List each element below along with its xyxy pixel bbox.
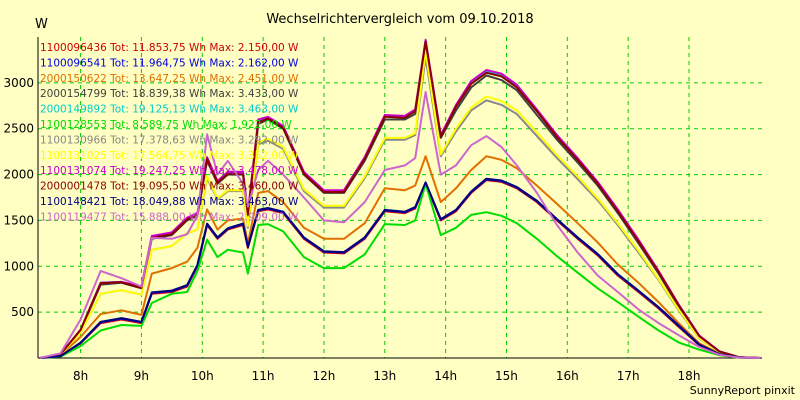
grid [38,37,762,358]
x-tick-label: 17h [617,369,640,383]
x-tick-label: 15h [495,369,518,383]
legend-entry-1: 1100096541 Tot: 11.964,75 Wh Max: 2.162,… [40,57,299,69]
legend-entry-10: 1100148421 Tot: 18.049,88 Wh Max: 3.463,… [40,196,299,208]
series-line-9 [39,40,761,359]
footer-credit: SunnyReport pinxit [690,384,796,397]
series-line-2 [39,155,761,359]
x-tick-label: 10h [191,369,214,383]
x-tick-label: 8h [73,369,88,383]
x-tick-label: 12h [313,369,336,383]
x-tick-label: 13h [373,369,396,383]
legend-entry-3: 2000154799 Tot: 18.839,38 Wh Max: 3.433,… [40,88,299,100]
legend-entry-5: 1100128553 Tot: 8.589,75 Wh Max: 1.922,0… [40,119,292,131]
legend-entry-8: 1100131074 Tot: 19.247,25 Wh Max: 3.478,… [40,165,299,177]
y-tick-label: 2500 [3,122,34,136]
x-tick-label: 11h [252,369,275,383]
series-line-7 [39,49,761,359]
series-line-5 [39,182,761,359]
legend: 1100096436 Tot: 11.853,75 Wh Max: 2.150,… [40,42,299,223]
x-tick-label: 14h [434,369,457,383]
y-tick-label: 1000 [3,259,34,273]
y-axis-unit: W [35,17,48,32]
legend-entry-4: 2000149892 Tot: 19.125,13 Wh Max: 3.463,… [40,104,299,116]
y-tick-label: 500 [11,305,34,319]
legend-entry-2: 2000150622 Tot: 13.647,25 Wh Max: 2.451,… [40,73,299,85]
series-line-11 [39,91,761,359]
series-line-10 [39,177,761,359]
y-tick-label: 3000 [3,76,34,90]
x-tick-label: 18h [678,369,701,383]
legend-entry-11: 1100119477 Tot: 15.888,00 Wh Max: 2.909,… [40,211,299,223]
legend-entry-6: 1100130966 Tot: 17.378,63 Wh Max: 3.292,… [40,134,299,146]
x-tick-label: 9h [134,369,149,383]
legend-entry-0: 1100096436 Tot: 11.853,75 Wh Max: 2.150,… [40,42,299,54]
legend-entry-9: 2000001478 Tot: 19.095,50 Wh Max: 3.460,… [40,181,299,193]
y-tick-label: 1500 [3,213,34,227]
y-tick-label: 2000 [3,168,34,182]
x-tick-label: 16h [556,369,579,383]
series-lines [39,38,761,359]
legend-entry-7: 1100131025 Tot: 17.564,75 Wh Max: 3.352,… [40,150,299,162]
chart-title: Wechselrichtervergleich vom 09.10.2018 [266,12,533,27]
axes: 500 1000 1500 2000 2500 3000 8h 9h 10h 11h 12h 13h 1… [3,37,762,383]
